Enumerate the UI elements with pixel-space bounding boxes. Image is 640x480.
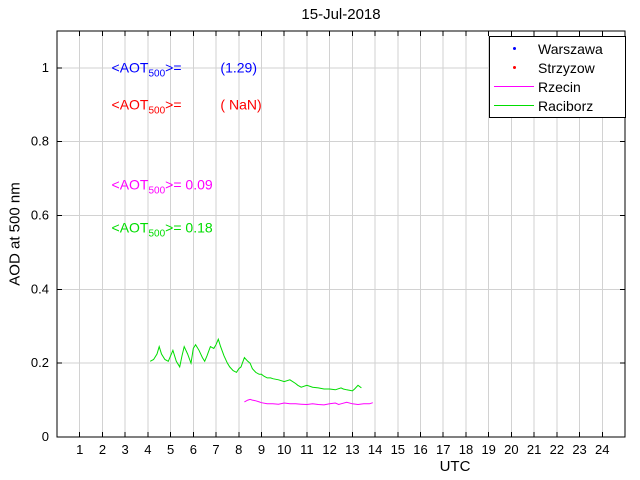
x-tick-label: 19 — [481, 442, 495, 457]
legend-label: Raciborz — [538, 97, 594, 114]
y-axis-label: AOD at 500 nm — [6, 182, 24, 286]
annotation-value: >= ( NaN) — [165, 96, 262, 113]
x-tick-label: 12 — [322, 442, 336, 457]
x-tick-label: 17 — [436, 442, 450, 457]
annotation-value: >= 0.18 — [165, 219, 213, 236]
annotation-text: <AOT — [111, 96, 149, 113]
legend-label: Rzecin — [538, 78, 581, 95]
x-tick-label: 2 — [99, 442, 106, 457]
annotation-subscript: 500 — [148, 68, 166, 80]
x-tick-label: 15 — [391, 442, 405, 457]
annotation-text: <AOT — [111, 59, 149, 76]
legend-item-warszawa: Warszawa — [490, 39, 625, 58]
x-tick-label: 13 — [345, 442, 359, 457]
aot-annotation-strzyzow: <AOT500>= ( NaN) — [111, 96, 262, 116]
x-tick-label: 20 — [504, 442, 518, 457]
legend-marker — [490, 105, 538, 106]
aot-annotation-raciborz: <AOT500>= 0.18 — [111, 219, 213, 240]
legend-item-raciborz: Raciborz — [490, 96, 625, 115]
legend-label: Warszawa — [538, 40, 603, 57]
x-tick-label: 24 — [595, 442, 609, 457]
x-tick-label: 18 — [459, 442, 473, 457]
y-tick-label: 0 — [42, 429, 49, 444]
aot-annotation-rzecin: <AOT500>= 0.09 — [111, 176, 213, 196]
x-tick-label: 23 — [572, 442, 586, 457]
x-tick-label: 14 — [368, 442, 382, 457]
legend-item-rzecin: Rzecin — [490, 77, 625, 96]
annotation-text: <AOT — [111, 219, 149, 236]
x-tick-label: 16 — [413, 442, 427, 457]
x-tick-label: 10 — [277, 442, 291, 457]
chart-title: 15-Jul-2018 — [301, 6, 381, 23]
y-tick-label: 0.4 — [31, 281, 49, 296]
legend-line-marker-icon — [494, 105, 534, 106]
legend-dot-marker-icon — [512, 66, 516, 69]
y-tick-label: 1 — [42, 60, 49, 75]
annotation-text: <AOT — [111, 176, 149, 193]
x-tick-label: 11 — [300, 442, 314, 457]
x-tick-label: 5 — [167, 442, 174, 457]
x-tick-label: 22 — [550, 442, 564, 457]
series-line-rzecin — [244, 398, 373, 406]
x-tick-label: 3 — [122, 442, 129, 457]
legend-line-marker-icon — [494, 86, 534, 87]
legend-marker — [490, 86, 538, 87]
axes-box — [56, 30, 626, 438]
annotation-subscript: 500 — [148, 105, 166, 117]
x-tick-label: 6 — [190, 442, 197, 457]
annotation-subscript: 500 — [148, 185, 166, 197]
x-tick-label: 21 — [527, 442, 541, 457]
x-tick-label: 8 — [235, 442, 242, 457]
legend-dot-marker-icon — [512, 47, 516, 50]
legend-marker — [490, 66, 538, 69]
y-tick-label: 0.8 — [31, 134, 49, 149]
annotation-subscript: 500 — [148, 228, 166, 240]
aot-annotation-warszawa: <AOT500>= (1.29) — [111, 59, 257, 79]
annotation-value: >= (1.29) — [165, 59, 257, 76]
legend: Warszawa Strzyzow Rzecin Raciborz — [489, 36, 626, 118]
x-tick-label: 4 — [144, 442, 151, 457]
x-tick-label: 9 — [258, 442, 265, 457]
annotation-value: >= 0.09 — [165, 176, 213, 193]
legend-label: Strzyzow — [538, 59, 595, 76]
y-tick-label: 0.6 — [31, 208, 49, 223]
series-line-raciborz — [149, 337, 362, 392]
y-tick-label: 0.2 — [31, 355, 49, 370]
legend-item-strzyzow: Strzyzow — [490, 58, 625, 77]
x-tick-label: 1 — [76, 442, 83, 457]
x-axis-label: UTC — [439, 458, 471, 475]
x-tick-label: 7 — [212, 442, 219, 457]
legend-marker — [490, 47, 538, 50]
